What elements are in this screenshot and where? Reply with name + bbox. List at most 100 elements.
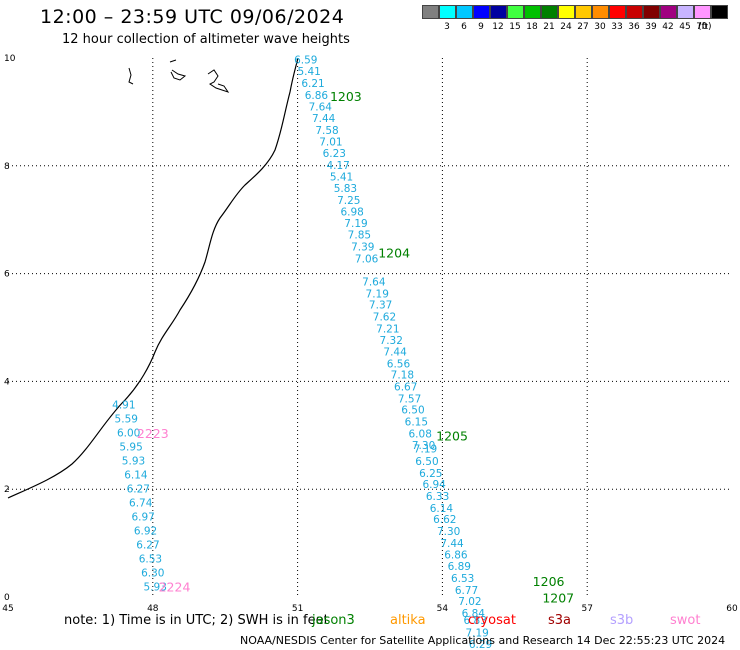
wave-height-value: 7.58 (315, 125, 338, 137)
wave-height-value: 6.15 (405, 417, 428, 429)
legend-item-jason3: jason3 (312, 613, 355, 628)
colorbar-label: 21 (543, 22, 555, 32)
colorbar-swatch (677, 5, 694, 19)
wave-height-value: 6.62 (433, 514, 456, 526)
wave-height-value: 6.56 (387, 358, 411, 370)
pass-time-label: 1206 (533, 574, 565, 589)
colorbar-label: 3 (444, 22, 450, 32)
wave-height-value: 7.64 (362, 276, 386, 288)
wave-height-value: 7.57 (398, 393, 421, 405)
colorbar-swatch (575, 5, 592, 19)
pass-time-label: 1204 (378, 245, 410, 260)
x-tick-label: 51 (292, 604, 303, 614)
wave-height-value: 6.84 (462, 608, 486, 620)
colorbar-swatch (422, 5, 439, 19)
colorbar-swatch (439, 5, 456, 19)
x-tick-label: 57 (581, 604, 592, 614)
pass-time-label: 1205 (436, 429, 468, 444)
pass-time-label: 2224 (159, 580, 191, 595)
wave-height-value: 7.19 (366, 288, 389, 300)
wave-height-value: 4.17 (326, 160, 349, 172)
island-outline (207, 69, 230, 93)
wave-height-value: 5.83 (334, 183, 357, 195)
wave-height-value: 7.30 (437, 526, 460, 538)
wave-height-value: 6.89 (448, 561, 471, 573)
colorbar-label: 24 (560, 22, 572, 32)
wave-height-value: 7.19 (344, 218, 367, 230)
colorbar-swatch (558, 5, 575, 19)
wave-height-value: 4.91 (112, 399, 135, 411)
island-outline (128, 67, 134, 85)
pass-time-label: 2223 (137, 426, 169, 441)
wave-height-value: 7.39 (351, 241, 374, 253)
y-tick-label: 0 (4, 593, 10, 603)
y-tick-label: 2 (4, 485, 10, 495)
x-tick-label: 45 (2, 604, 13, 614)
colorbar-swatch (524, 5, 541, 19)
wave-height-value: 6.97 (131, 511, 154, 523)
wave-height-value: 6.27 (136, 539, 159, 551)
colorbar-label: 9 (478, 22, 484, 32)
colorbar-swatch (694, 5, 711, 19)
x-tick-label: 48 (147, 604, 159, 614)
colorbar-label: 27 (577, 22, 589, 32)
legend-item-altika: altika (390, 613, 426, 628)
wave-height-value: 6.92 (134, 525, 157, 537)
wave-height-value: 7.62 (373, 311, 396, 323)
wave-height-value: 6.25 (419, 468, 442, 480)
wave-height-value: 7.19 (414, 444, 437, 456)
colorbar-swatch (609, 5, 626, 19)
wave-height-value: 6.14 (430, 503, 454, 515)
wave-height-value: 6.08 (409, 428, 432, 440)
colorbar-swatch (592, 5, 609, 19)
wave-height-value: 5.41 (297, 66, 320, 78)
wave-height-value: 6.53 (139, 554, 162, 566)
colorbar-label: 15 (509, 22, 521, 32)
credit-line: NOAA/NESDIS Center for Satellite Applica… (240, 634, 726, 647)
wave-height-value: 5.95 (119, 441, 142, 453)
y-tick-label: 8 (4, 162, 10, 172)
colorbar-label: 12 (492, 22, 504, 32)
wave-height-value: 7.25 (337, 195, 360, 207)
wave-height-value: 7.37 (369, 300, 392, 312)
colorbar-label: 6 (461, 22, 467, 32)
wave-height-value: 6.86 (444, 550, 468, 562)
colorbar-label: 42 (662, 22, 674, 32)
legend-item-cryosat: cryosat (468, 613, 516, 628)
colorbar-swatch (626, 5, 643, 19)
colorbar-swatch (541, 5, 558, 19)
colorbar-swatch (490, 5, 507, 19)
wave-height-value: 6.33 (426, 491, 449, 503)
colorbar-label: 33 (611, 22, 623, 32)
y-tick-label: 6 (4, 270, 10, 280)
wave-height-value: 6.94 (422, 479, 446, 491)
wave-height-value: 5.41 (330, 171, 353, 183)
y-tick-label: 10 (4, 54, 16, 64)
legend-item-s3b: s3b (610, 613, 634, 628)
pass-time-label: 1203 (330, 89, 362, 104)
wave-height-value: 5.93 (122, 455, 145, 467)
wave-height-value: 7.64 (309, 101, 333, 113)
island-outline (169, 59, 187, 81)
colorbar-swatch (473, 5, 490, 19)
wave-height-value: 5.93 (144, 582, 167, 594)
wave-height-value: 6.00 (117, 427, 140, 439)
colorbar-swatch (643, 5, 660, 19)
wave-height-value: 6.50 (401, 405, 424, 417)
wave-height-value: 6.50 (415, 456, 438, 468)
colorbar-label: 70 (696, 22, 708, 32)
colorbar-unit: (ft) (698, 22, 712, 32)
wave-height-value: 7.44 (312, 113, 336, 125)
pass-time-label: 1207 (542, 590, 574, 605)
wave-height-value: 7.19 (465, 627, 488, 639)
wave-height-value: 7.02 (458, 596, 481, 608)
wave-height-value: 6.74 (129, 497, 153, 509)
wave-height-value: 6.98 (340, 206, 363, 218)
colorbar-swatch (507, 5, 524, 19)
colorbar-label: 36 (628, 22, 640, 32)
coastline (7, 57, 299, 499)
footer-note: note: 1) Time is in UTC; 2) SWH is in fe… (64, 613, 329, 628)
wave-height-value: 7.18 (391, 370, 414, 382)
colorbar-label: 30 (594, 22, 606, 32)
